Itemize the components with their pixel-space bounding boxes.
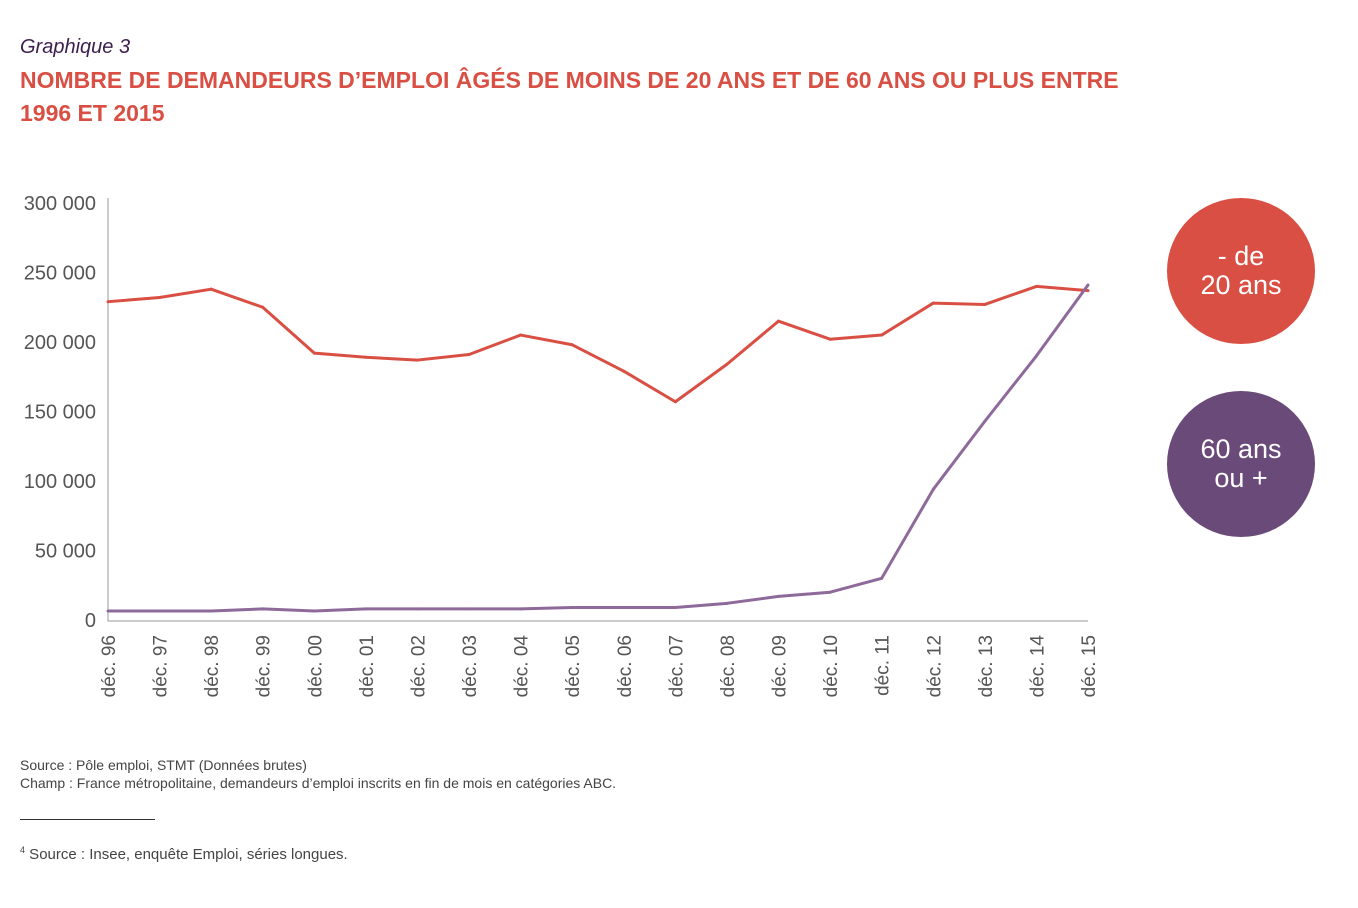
chart-kicker: Graphique 3 bbox=[20, 36, 131, 58]
data-point bbox=[467, 607, 471, 611]
champ-note: Champ : France métropolitaine, demandeur… bbox=[20, 775, 617, 791]
data-point bbox=[1086, 283, 1090, 287]
footnote-divider bbox=[20, 819, 155, 820]
x-tick-label: déc. 96 bbox=[99, 635, 120, 697]
footnote: 4 Source : Insee, enquête Emploi, séries… bbox=[20, 845, 348, 863]
x-tick-label: déc. 14 bbox=[1027, 635, 1048, 698]
x-tick-label: déc. 12 bbox=[924, 635, 945, 697]
x-tick-label: déc. 04 bbox=[512, 635, 533, 698]
x-tick-label: déc. 05 bbox=[563, 635, 584, 697]
x-tick-label: déc. 06 bbox=[615, 635, 636, 697]
x-tick-label: déc. 02 bbox=[408, 635, 429, 697]
data-point bbox=[106, 300, 110, 304]
data-point bbox=[570, 343, 574, 347]
x-tick-label: déc. 08 bbox=[718, 635, 739, 697]
data-point bbox=[777, 594, 781, 598]
data-point bbox=[931, 487, 935, 491]
y-tick-label: 200 000 bbox=[24, 332, 96, 354]
data-point bbox=[777, 319, 781, 323]
data-point bbox=[158, 296, 162, 300]
data-point bbox=[673, 605, 677, 609]
x-tick-label: déc. 13 bbox=[976, 635, 997, 697]
data-point bbox=[519, 333, 523, 337]
data-point bbox=[725, 362, 729, 366]
data-point bbox=[673, 400, 677, 404]
data-point bbox=[364, 607, 368, 611]
y-tick-label: 0 bbox=[85, 610, 96, 632]
data-point bbox=[415, 358, 419, 362]
legend-label: 20 ans bbox=[1200, 270, 1282, 300]
data-point bbox=[570, 605, 574, 609]
x-tick-label: déc. 09 bbox=[770, 635, 791, 697]
data-point bbox=[725, 601, 729, 605]
data-point bbox=[983, 419, 987, 423]
data-point bbox=[622, 369, 626, 373]
footnote-mark: 4 bbox=[20, 845, 26, 855]
data-point bbox=[158, 609, 162, 613]
data-point bbox=[880, 333, 884, 337]
legend-label: 60 ans bbox=[1200, 434, 1282, 464]
data-point bbox=[467, 353, 471, 357]
footnote-text: Source : Insee, enquête Emploi, séries l… bbox=[25, 846, 348, 863]
legend-under-20: - de 20 ans bbox=[1167, 198, 1315, 344]
data-point bbox=[415, 607, 419, 611]
data-point bbox=[261, 607, 265, 611]
source-note: Source : Pôle emploi, STMT (Données brut… bbox=[20, 757, 307, 773]
legend-60-plus: 60 ans ou + bbox=[1167, 391, 1315, 537]
x-tick-label: déc. 15 bbox=[1079, 635, 1100, 697]
x-tick-label: déc. 07 bbox=[666, 635, 687, 697]
x-tick-label: déc. 99 bbox=[254, 635, 275, 697]
chart-title: NOMBRE DE DEMANDEURS D’EMPLOI ÂGÉS DE MO… bbox=[20, 67, 1119, 126]
legend-label: ou + bbox=[1214, 463, 1268, 493]
x-tick-label: déc. 11 bbox=[873, 635, 894, 696]
data-point bbox=[880, 576, 884, 580]
data-point bbox=[622, 605, 626, 609]
data-point bbox=[106, 609, 110, 613]
data-point bbox=[261, 305, 265, 309]
data-point bbox=[364, 355, 368, 359]
series-line-1 bbox=[108, 284, 1090, 613]
x-tick-label: déc. 01 bbox=[357, 635, 378, 697]
x-tick-label: déc. 98 bbox=[202, 635, 223, 697]
data-point bbox=[312, 609, 316, 613]
y-tick-label: 150 000 bbox=[24, 402, 96, 424]
data-point bbox=[312, 351, 316, 355]
x-tick-label: déc. 00 bbox=[305, 635, 326, 697]
y-tick-label: 50 000 bbox=[35, 541, 96, 563]
data-point bbox=[209, 287, 213, 291]
data-point bbox=[209, 609, 213, 613]
legend-label: - de bbox=[1217, 241, 1265, 271]
x-tick-label: déc. 97 bbox=[151, 635, 172, 697]
data-point bbox=[828, 590, 832, 594]
series-line-0 bbox=[107, 284, 1089, 404]
data-point bbox=[1034, 284, 1038, 288]
data-point bbox=[983, 302, 987, 306]
y-tick-label: 250 000 bbox=[24, 263, 96, 285]
x-tick-label: déc. 03 bbox=[460, 635, 481, 697]
x-tick-label: déc. 10 bbox=[821, 635, 842, 697]
data-point bbox=[1034, 354, 1038, 358]
data-point bbox=[519, 607, 523, 611]
y-tick-label: 100 000 bbox=[24, 471, 96, 493]
data-point bbox=[1086, 289, 1090, 293]
data-point bbox=[931, 301, 935, 305]
y-tick-label: 300 000 bbox=[24, 193, 96, 215]
data-point bbox=[828, 337, 832, 341]
